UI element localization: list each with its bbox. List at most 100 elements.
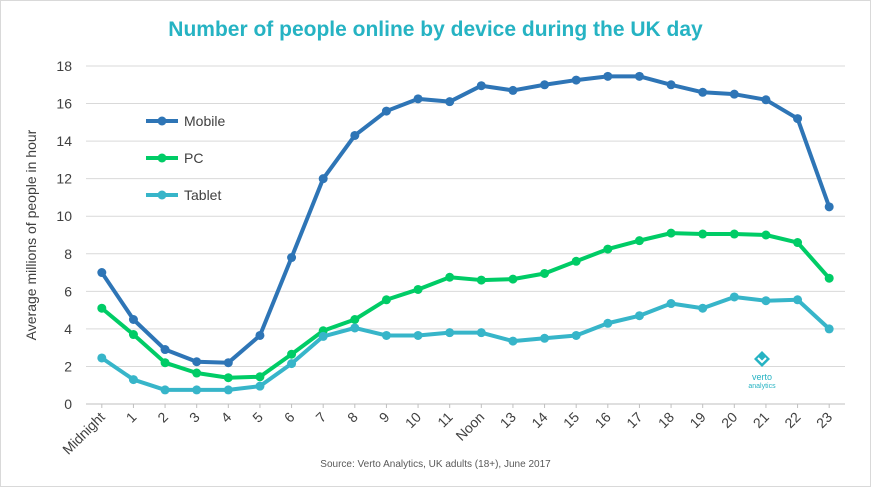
x-tick-label: 18 (655, 409, 677, 431)
data-point-mobile (160, 345, 170, 355)
data-point-mobile (666, 80, 676, 90)
x-tick-label: 6 (281, 409, 298, 426)
data-point-mobile (255, 330, 265, 340)
data-point-pc (666, 228, 676, 238)
legend-swatch-marker (157, 190, 167, 200)
data-point-pc (603, 244, 613, 254)
data-point-tablet (318, 331, 328, 341)
data-point-pc (192, 368, 202, 378)
x-tick-label: 7 (312, 409, 329, 426)
y-tick-label: 0 (64, 396, 72, 412)
verto-logo: verto analytics (744, 350, 780, 391)
y-tick-label: 4 (64, 321, 72, 337)
data-point-mobile (824, 202, 834, 212)
data-point-tablet (287, 359, 297, 369)
data-point-mobile (634, 71, 644, 81)
data-point-tablet (603, 318, 613, 328)
data-point-tablet (445, 328, 455, 338)
data-point-tablet (381, 330, 391, 340)
data-point-tablet (97, 353, 107, 363)
x-tick-label: 21 (750, 409, 772, 431)
legend-item-mobile: Mobile (146, 113, 225, 129)
x-tick-label: 11 (434, 409, 456, 431)
legend-label: PC (184, 150, 203, 166)
legend-item-tablet: Tablet (146, 187, 221, 203)
data-point-pc (223, 373, 233, 383)
data-point-tablet (634, 311, 644, 321)
data-point-mobile (603, 71, 613, 81)
series-lines (97, 71, 834, 395)
x-tick-label: Midnight (59, 409, 108, 458)
data-point-pc (97, 303, 107, 313)
data-point-pc (540, 268, 550, 278)
data-point-mobile (350, 130, 360, 140)
data-point-tablet (413, 330, 423, 340)
data-point-mobile (571, 75, 581, 85)
data-point-mobile (192, 357, 202, 367)
y-axis-label: Average millions of people in hour (23, 129, 39, 340)
data-point-tablet (824, 324, 834, 334)
data-point-pc (824, 273, 834, 283)
data-point-tablet (255, 381, 265, 391)
legend-item-pc: PC (146, 150, 203, 166)
y-tick-label: 8 (64, 246, 72, 262)
data-point-pc (413, 284, 423, 294)
x-tick-label: 17 (623, 409, 645, 431)
legend: Mobile PC Tablet (146, 113, 225, 203)
data-point-mobile (223, 358, 233, 368)
y-tick-label: 18 (56, 58, 72, 74)
data-point-tablet (761, 296, 771, 306)
data-point-pc (508, 274, 518, 284)
data-point-pc (287, 349, 297, 359)
x-tick-label: 1 (123, 409, 140, 426)
source-note: Source: Verto Analytics, UK adults (18+)… (320, 459, 551, 470)
data-point-pc (160, 358, 170, 368)
x-tick-label: 13 (497, 409, 519, 431)
data-point-pc (350, 315, 360, 324)
data-point-tablet (698, 303, 708, 313)
x-tick-label: 14 (528, 409, 550, 431)
x-tick-label: 23 (813, 409, 835, 431)
data-point-mobile (318, 174, 328, 184)
data-point-mobile (508, 85, 518, 95)
x-tick-label: Noon (452, 409, 487, 444)
x-tick-label: 4 (218, 409, 235, 426)
x-tick-label: 15 (560, 409, 582, 431)
logo-text-analytics: analytics (748, 383, 776, 390)
data-point-tablet (160, 385, 170, 395)
data-point-tablet (729, 292, 739, 302)
data-point-tablet (508, 336, 518, 346)
data-point-pc (255, 372, 265, 382)
legend-label: Tablet (184, 187, 221, 203)
x-tick-label: 16 (592, 409, 614, 431)
data-point-mobile (287, 253, 297, 263)
x-tick-label: 9 (376, 409, 393, 426)
data-point-pc (634, 236, 644, 246)
x-tick-label: 19 (686, 409, 708, 431)
series-line-pc (100, 231, 831, 380)
data-point-pc (761, 230, 771, 240)
data-point-mobile (793, 114, 803, 124)
data-point-tablet (223, 385, 233, 395)
data-point-tablet (128, 375, 138, 385)
grid-lines (86, 65, 845, 405)
legend-label: Mobile (184, 113, 225, 129)
chart-title: Number of people online by device during… (168, 18, 703, 41)
data-point-tablet (666, 299, 676, 309)
legend-swatch-marker (157, 153, 167, 163)
series-pc (97, 228, 834, 383)
data-point-mobile (128, 315, 138, 324)
data-point-mobile (729, 89, 739, 99)
data-point-tablet (571, 330, 581, 340)
data-point-pc (793, 238, 803, 248)
data-point-mobile (761, 95, 771, 105)
x-tick-label: 8 (344, 409, 361, 426)
data-point-mobile (413, 94, 423, 104)
data-point-tablet (793, 295, 803, 305)
series-line-tablet (100, 294, 831, 392)
data-point-tablet (540, 333, 550, 343)
x-tick-label: 10 (402, 409, 424, 431)
y-tick-label: 14 (56, 133, 72, 149)
